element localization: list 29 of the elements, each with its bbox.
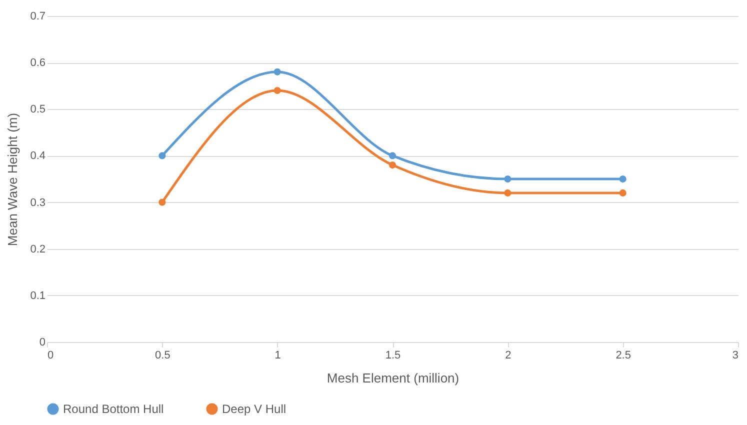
- x-tick-label: 2.5: [616, 350, 631, 362]
- y-tick-label: 0.5: [30, 104, 46, 116]
- point: [619, 189, 626, 196]
- y-axis-title: Mean Wave Height (m): [5, 112, 20, 246]
- legend-label: Deep V Hull: [222, 402, 286, 416]
- x-tick-label: 2: [505, 350, 512, 362]
- x-tick-label: 0.5: [155, 350, 170, 362]
- point: [504, 175, 512, 183]
- y-tick-label: 0.1: [30, 290, 46, 302]
- point: [158, 198, 166, 206]
- point: [504, 189, 512, 196]
- point: [388, 152, 396, 160]
- y-tick-label: 0.7: [30, 10, 46, 22]
- x-tick-label: 3: [732, 350, 738, 362]
- x-axis-title: Mesh Element (million): [326, 370, 460, 386]
- legend-label: Round Bottom Hull: [63, 402, 164, 416]
- point: [619, 175, 626, 183]
- y-tick-label: 0.2: [30, 243, 46, 256]
- x-tick-label: 1.5: [385, 350, 401, 362]
- x-tick-label: 1: [274, 350, 281, 362]
- point: [274, 68, 281, 76]
- point: [388, 162, 396, 169]
- point: [158, 152, 166, 160]
- y-tick-label: 0: [39, 336, 46, 348]
- x-tick-label: 0: [48, 350, 54, 362]
- y-tick-label: 0.3: [30, 196, 46, 209]
- point: [274, 86, 281, 94]
- y-tick-label: 0.6: [30, 57, 46, 70]
- y-tick-label: 0.4: [30, 150, 46, 162]
